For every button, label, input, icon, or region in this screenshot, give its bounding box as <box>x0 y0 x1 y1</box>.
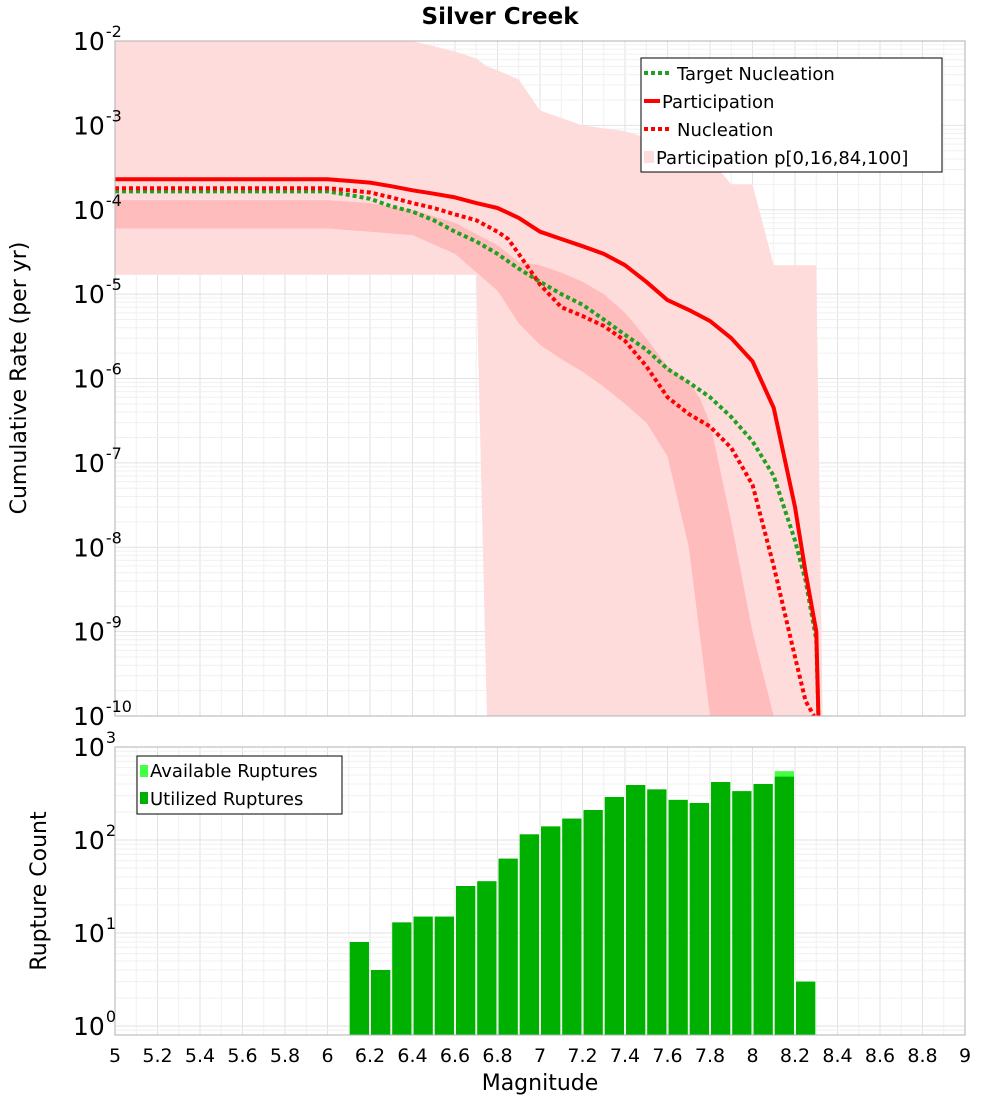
bar-utilized-ruptures <box>498 858 518 1035</box>
bottom-y-tick-exponent: 0 <box>106 1007 116 1026</box>
top-plot-frame <box>114 40 966 717</box>
bar-utilized-ruptures <box>796 981 816 1035</box>
series-line-target-nucleation <box>115 189 821 716</box>
bar-utilized-ruptures <box>349 942 369 1035</box>
chart-title: Silver Creek <box>422 4 580 30</box>
legend-swatch-utilized-ruptures <box>140 792 148 804</box>
bar-utilized-ruptures <box>477 881 497 1035</box>
top-y-tick-label: 10-9 <box>73 613 122 647</box>
legend-label-participation-band: Participation p[0,16,84,100] <box>656 148 908 169</box>
x-tick-label: 8 <box>746 1045 758 1067</box>
bar-utilized-ruptures <box>774 776 794 1035</box>
x-tick-labels: 5 5.2 5.4 5.6 5.8 6 6.2 6.4 6.6 6.8 7 7.2 7.4 7.6 7.8 8… <box>109 1045 971 1067</box>
legend-swatch-participation-band <box>644 151 654 163</box>
bar-utilized-ruptures <box>456 886 476 1035</box>
top-series-lines <box>115 177 821 716</box>
bar-utilized-ruptures <box>434 916 454 1035</box>
bottom-y-tick-label: 102 <box>73 821 116 855</box>
x-tick-label: 7.6 <box>652 1045 682 1067</box>
x-tick-label: 5 <box>109 1045 121 1067</box>
x-tick-label: 5.6 <box>227 1045 257 1067</box>
x-tick-label: 7.8 <box>695 1045 725 1067</box>
top-y-tick-label: 10-7 <box>73 444 122 478</box>
top-y-tick-label: 10-10 <box>73 697 132 731</box>
top-y-axis-label: Cumulative Rate (per yr) <box>7 242 32 515</box>
bar-utilized-ruptures <box>647 789 667 1035</box>
top-legend: Target Nucleation Participation Nucleati… <box>640 57 943 173</box>
x-tick-label: 8.8 <box>907 1045 937 1067</box>
bottom-legend: Available Ruptures Utilized Ruptures <box>136 755 343 815</box>
bar-utilized-ruptures <box>562 818 582 1035</box>
x-tick-label: 9 <box>959 1045 971 1067</box>
bar-utilized-ruptures <box>604 796 624 1035</box>
bottom-y-tick-label: 103 <box>73 728 116 762</box>
bar-utilized-ruptures <box>753 784 773 1035</box>
top-y-tick-label: 10-4 <box>73 191 122 225</box>
top-y-tick-label: 10-5 <box>73 275 122 309</box>
legend-label-participation: Participation <box>662 92 774 113</box>
x-tick-label: 7.4 <box>610 1045 640 1067</box>
legend-swatch-available-ruptures <box>140 765 148 777</box>
x-tick-label: 7 <box>534 1045 546 1067</box>
top-y-tick-label: 10-3 <box>73 106 122 140</box>
top-y-tick-label: 10-8 <box>73 528 122 562</box>
top-y-tick-exponent: -10 <box>106 697 132 716</box>
x-tick-label: 6 <box>321 1045 333 1067</box>
legend-label-target-nucleation: Target Nucleation <box>676 64 835 85</box>
bar-utilized-ruptures <box>689 802 709 1035</box>
top-y-tick-exponent: -4 <box>106 191 122 210</box>
top-y-tick-exponent: -9 <box>106 613 122 632</box>
x-tick-label: 5.4 <box>185 1045 215 1067</box>
x-tick-label: 5.8 <box>270 1045 300 1067</box>
top-y-tick-label: 10-2 <box>73 22 122 56</box>
bottom-y-tick-label: 100 <box>73 1007 116 1041</box>
bar-utilized-ruptures <box>668 799 688 1035</box>
top-y-tick-exponent: -3 <box>106 106 122 125</box>
bottom-y-tick-label: 101 <box>73 914 116 948</box>
top-legend-box <box>640 57 943 173</box>
series-line-participation <box>115 177 821 716</box>
top-y-tick-label: 10-6 <box>73 360 122 394</box>
x-tick-label: 7.2 <box>567 1045 597 1067</box>
x-tick-label: 5.2 <box>142 1045 172 1067</box>
bar-utilized-ruptures <box>583 810 603 1035</box>
top-y-tick-exponent: -2 <box>106 22 122 41</box>
bar-utilized-ruptures <box>519 834 539 1035</box>
legend-label-available-ruptures: Available Ruptures <box>150 761 318 782</box>
top-y-tick-exponent: -5 <box>106 275 122 294</box>
bottom-y-tick-exponent: 1 <box>106 914 116 933</box>
x-tick-label: 6.2 <box>355 1045 385 1067</box>
bottom-plot-frame <box>114 746 966 1036</box>
bottom-bars <box>349 771 816 1035</box>
bar-utilized-ruptures <box>413 916 433 1035</box>
x-axis-label: Magnitude <box>482 1071 599 1096</box>
bar-utilized-ruptures <box>541 826 561 1035</box>
bottom-legend-box <box>136 755 343 815</box>
bottom-y-axis-label: Rupture Count <box>27 811 52 971</box>
bar-utilized-ruptures <box>371 969 391 1035</box>
cumulative-rate-panel: 10-2 10-3 10-4 10-5 10-6 10-7 10-8 10-9 10-10 Cu… <box>7 22 966 731</box>
x-tick-label: 6.4 <box>397 1045 427 1067</box>
bottom-y-tick-exponent: 2 <box>106 821 116 840</box>
x-tick-label: 8.6 <box>865 1045 895 1067</box>
series-line-nucleation <box>115 186 816 716</box>
bar-utilized-ruptures <box>732 791 752 1035</box>
x-tick-label: 8.2 <box>780 1045 810 1067</box>
bottom-y-tick-exponent: 3 <box>106 728 116 747</box>
legend-label-nucleation: Nucleation <box>677 120 773 141</box>
top-y-tick-exponent: -6 <box>106 360 122 379</box>
top-y-tick-exponent: -7 <box>106 444 122 463</box>
bar-utilized-ruptures <box>711 782 731 1035</box>
x-tick-label: 6.8 <box>482 1045 512 1067</box>
bar-utilized-ruptures <box>392 922 412 1035</box>
bar-utilized-ruptures <box>626 785 646 1035</box>
x-tick-label: 6.6 <box>440 1045 470 1067</box>
x-tick-label: 8.4 <box>822 1045 852 1067</box>
legend-label-utilized-ruptures: Utilized Ruptures <box>150 789 303 810</box>
top-y-tick-exponent: -8 <box>106 528 122 547</box>
